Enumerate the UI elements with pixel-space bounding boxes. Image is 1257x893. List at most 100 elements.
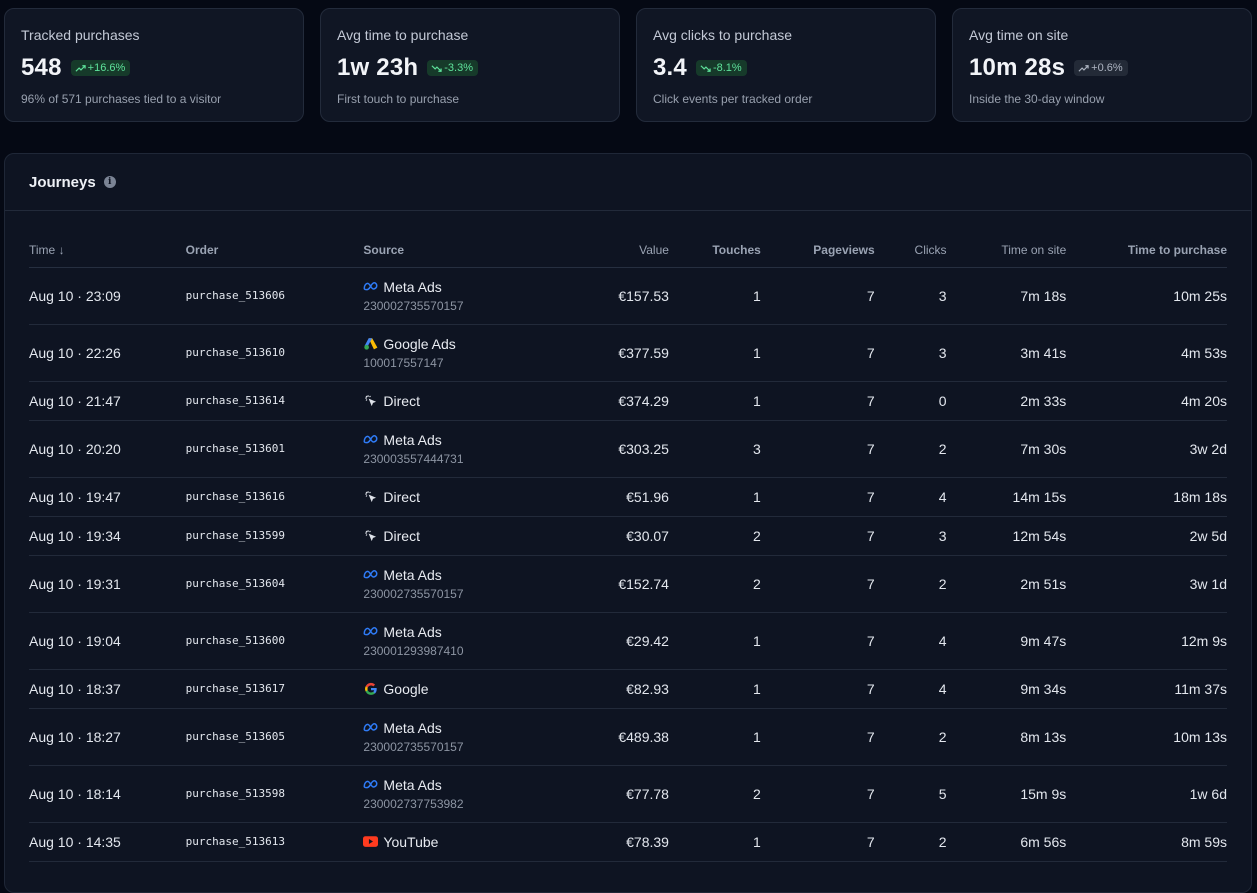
- cell-time-on-site: 15m 9s: [946, 765, 1067, 823]
- journeys-panel: Journeys i Time ↓ Order Source Value Tou…: [4, 153, 1252, 893]
- source-label: Direct: [363, 528, 538, 544]
- cell-time: Aug 10 · 23:09: [29, 267, 186, 325]
- source-name: Meta Ads: [383, 719, 442, 736]
- source-name: Meta Ads: [383, 776, 442, 793]
- cell-source: Direct: [363, 381, 539, 421]
- cell-touches: 1: [668, 324, 761, 382]
- cell-time-to-purchase: 11m 37s: [1066, 669, 1227, 709]
- cell-order: purchase_513610: [185, 324, 364, 382]
- table-row[interactable]: Aug 10 · 22:26 purchase_513610 Google Ads 1…: [29, 324, 1227, 382]
- cell-clicks: 3: [874, 267, 947, 325]
- google-icon: [363, 682, 378, 695]
- table-row[interactable]: Aug 10 · 19:47 purchase_513616 Direct €51.9…: [29, 477, 1227, 517]
- cell-source: YouTube: [363, 822, 539, 862]
- table-row[interactable]: Aug 10 · 19:34 purchase_513599 Direct €30.0…: [29, 516, 1227, 556]
- column-header-clicks[interactable]: Clicks: [874, 234, 947, 268]
- column-header-time-to-purchase[interactable]: Time to purchase: [1066, 234, 1227, 268]
- cell-value: €489.38: [538, 708, 669, 766]
- cell-source: Meta Ads 230001293987410: [363, 612, 539, 670]
- trend-badge-text: +0.6%: [1091, 62, 1123, 74]
- cell-pageviews: 7: [760, 324, 875, 382]
- cell-time: Aug 10 · 22:26: [29, 324, 186, 382]
- cell-time-on-site: 2m 51s: [946, 555, 1067, 613]
- cell-clicks: 3: [874, 516, 947, 556]
- stat-label: Tracked purchases: [21, 27, 140, 43]
- cell-value: €29.42: [538, 612, 669, 670]
- cell-time-on-site: 12m 54s: [946, 516, 1067, 556]
- stat-label: Avg time on site: [969, 27, 1069, 43]
- stats-row: Tracked purchases 548 +16.6% 96% of 571 …: [4, 8, 1252, 122]
- cell-clicks: 4: [874, 477, 947, 517]
- cell-touches: 2: [668, 555, 761, 613]
- source-label: Meta Ads: [363, 279, 538, 295]
- cell-touches: 1: [668, 612, 761, 670]
- cell-time-to-purchase: 3w 1d: [1066, 555, 1227, 613]
- source-name: Direct: [383, 527, 420, 544]
- stat-card-avg-time-on-site: Avg time on site 10m 28s +0.6% Inside th…: [952, 8, 1252, 122]
- column-header-value[interactable]: Value: [538, 234, 669, 268]
- cell-order: purchase_513605: [185, 708, 364, 766]
- table-row[interactable]: Aug 10 · 19:04 purchase_513600 Meta Ads 230…: [29, 612, 1227, 670]
- table-row[interactable]: Aug 10 · 20:20 purchase_513601 Meta Ads 230…: [29, 420, 1227, 478]
- cell-time-to-purchase: 10m 13s: [1066, 708, 1227, 766]
- journeys-header: Journeys i: [5, 154, 1251, 211]
- source-label: Direct: [363, 393, 538, 409]
- cell-time: Aug 10 · 19:47: [29, 477, 186, 517]
- table-row[interactable]: Aug 10 · 21:47 purchase_513614 Direct €374.…: [29, 381, 1227, 421]
- cell-clicks: 2: [874, 420, 947, 478]
- cell-time: Aug 10 · 19:34: [29, 516, 186, 556]
- cell-time-on-site: 9m 47s: [946, 612, 1067, 670]
- cell-order: purchase_513599: [185, 516, 364, 556]
- column-header-time[interactable]: Time ↓: [29, 234, 186, 268]
- cell-clicks: 2: [874, 822, 947, 862]
- cell-touches: 1: [668, 381, 761, 421]
- table-row[interactable]: Aug 10 · 18:37 purchase_513617 Google €82.9…: [29, 669, 1227, 709]
- column-header-time-on-site[interactable]: Time on site: [946, 234, 1067, 268]
- cell-pageviews: 7: [760, 420, 875, 478]
- meta-icon: [363, 434, 378, 446]
- cell-time: Aug 10 · 21:47: [29, 381, 186, 421]
- cell-source: Meta Ads 230002737753982: [363, 765, 539, 823]
- source-label: Meta Ads: [363, 720, 538, 736]
- cell-time-to-purchase: 10m 25s: [1066, 267, 1227, 325]
- cell-source: Meta Ads 230002735570157: [363, 267, 539, 325]
- table-row[interactable]: Aug 10 · 18:14 purchase_513598 Meta Ads 230…: [29, 765, 1227, 823]
- column-header-source[interactable]: Source: [363, 234, 539, 268]
- source-campaign-id: 230001293987410: [363, 643, 464, 658]
- cell-value: €30.07: [538, 516, 669, 556]
- stat-subtitle: Inside the 30-day window: [969, 92, 1105, 106]
- cell-time-to-purchase: 12m 9s: [1066, 612, 1227, 670]
- trend-badge: +16.6%: [70, 60, 131, 76]
- column-header-touches[interactable]: Touches: [668, 234, 761, 268]
- cell-time-on-site: 3m 41s: [946, 324, 1067, 382]
- cell-source: Google: [363, 669, 539, 709]
- trend-badge-text: -8.1%: [712, 62, 742, 74]
- cell-pageviews: 7: [760, 765, 875, 823]
- cell-source: Meta Ads 230002735570157: [363, 555, 539, 613]
- source-label: Meta Ads: [363, 567, 538, 583]
- cell-order: purchase_513614: [185, 381, 364, 421]
- table-row[interactable]: Aug 10 · 19:31 purchase_513604 Meta Ads 230…: [29, 555, 1227, 613]
- cell-time: Aug 10 · 18:27: [29, 708, 186, 766]
- trend-down-icon: [431, 64, 442, 72]
- cell-source: Meta Ads 230003557444731: [363, 420, 539, 478]
- cell-time-to-purchase: 8m 59s: [1066, 822, 1227, 862]
- source-name: Meta Ads: [383, 623, 442, 640]
- column-header-order[interactable]: Order: [185, 234, 364, 268]
- source-label: Direct: [363, 489, 538, 505]
- stat-card-avg-clicks-to-purchase: Avg clicks to purchase 3.4 -8.1% Click e…: [636, 8, 936, 122]
- cell-pageviews: 7: [760, 822, 875, 862]
- source-name: Direct: [383, 488, 420, 505]
- cell-time-to-purchase: 4m 20s: [1066, 381, 1227, 421]
- table-row[interactable]: Aug 10 · 14:35 purchase_513613 YouTube €78.…: [29, 822, 1227, 862]
- info-icon[interactable]: i: [103, 176, 116, 188]
- column-header-pageviews[interactable]: Pageviews: [760, 234, 875, 268]
- cell-touches: 3: [668, 420, 761, 478]
- cell-touches: 1: [668, 822, 761, 862]
- source-name: Meta Ads: [383, 278, 442, 295]
- table-row[interactable]: Aug 10 · 23:09 purchase_513606 Meta Ads 230…: [29, 267, 1227, 325]
- stat-card-avg-time-to-purchase: Avg time to purchase 1w 23h -3.3% First …: [320, 8, 620, 122]
- cell-clicks: 2: [874, 555, 947, 613]
- table-row[interactable]: Aug 10 · 18:27 purchase_513605 Meta Ads 230…: [29, 708, 1227, 766]
- cell-touches: 2: [668, 765, 761, 823]
